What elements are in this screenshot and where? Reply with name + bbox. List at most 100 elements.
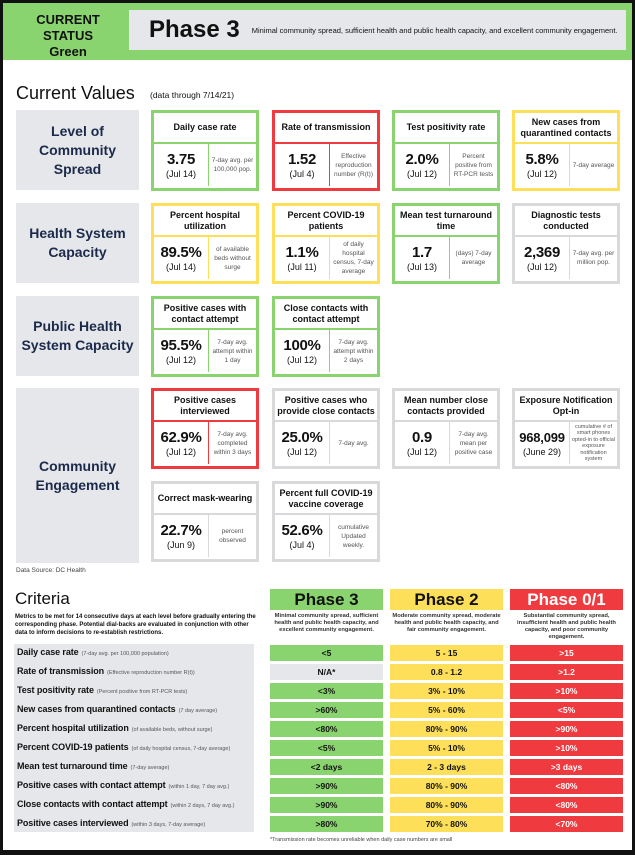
criteria-threshold: <70% — [510, 816, 623, 832]
status-value: Green — [49, 44, 87, 59]
metric-value: 1.1% — [285, 243, 319, 261]
criteria-threshold: >10% — [510, 683, 623, 699]
metric-date: (Jul 11) — [287, 261, 317, 272]
criteria-metric: Test positivity rate (Percent positive fr… — [17, 685, 253, 698]
metric-value: 968,099 — [519, 429, 565, 445]
criteria-description: Metrics to be met for 14 consecutive day… — [15, 614, 256, 636]
phase-description: Substantial community spread, insufficie… — [517, 613, 616, 640]
metric-body: 1.1% (Jul 11) of daily hospital census, 7-… — [275, 237, 377, 279]
criteria-threshold: >80% — [270, 816, 383, 832]
metric-body: 5.8% (Jul 12) 7-day average — [515, 144, 617, 186]
metric-value-box: 3.75 (Jul 14) — [154, 144, 209, 186]
metric-note: 7-day avg. completed within 3 days — [213, 430, 252, 456]
metric-date: (Jul 14) — [165, 168, 196, 179]
criteria-threshold: 80% - 90% — [390, 721, 503, 737]
metric-value: 62.9% — [160, 428, 202, 446]
metric-title: New cases from quarantined contacts — [515, 113, 617, 144]
metric-title: Test positivity rate — [395, 113, 497, 144]
criteria-metrics-panel — [14, 644, 254, 832]
metric-value-box: 25.0% (Jul 12) — [275, 422, 330, 464]
metric-note: (days) 7-day average — [455, 250, 492, 266]
metric-card: Percent hospital utilization 89.5% (Jul 14… — [151, 203, 259, 284]
criteria-threshold: >3 days — [510, 759, 623, 775]
metric-date: (Jul 4) — [289, 539, 315, 550]
metric-value: 3.75 — [167, 150, 195, 168]
criteria-metric-detail: (Effective reproduction number R(t)) — [107, 670, 195, 676]
metric-value-box: 1.7 (Jul 13) — [395, 237, 450, 279]
metric-note: 7-day average — [572, 161, 615, 169]
metric-card: Close contacts with contact attempt 100%(… — [272, 296, 380, 377]
criteria-metric-detail: (within 2 days, 7 day avg.) — [170, 803, 235, 809]
metric-note: cumulative # of smart phones opted-in to… — [572, 423, 616, 463]
criteria-threshold: <80% — [510, 778, 623, 794]
metric-value: 1.7 — [412, 243, 432, 261]
criteria-threshold: <5% — [270, 740, 383, 756]
metric-title: Positive cases with contact attempt — [154, 299, 256, 330]
metric-title: Percent COVID-19 patients — [275, 206, 377, 237]
metric-value: 25.0% — [281, 428, 323, 446]
data-source: Data Source: DC Health — [16, 567, 86, 574]
current-phase: Phase 3 — [149, 16, 240, 43]
criteria-metric-detail: (7 day average) — [178, 708, 218, 714]
phase-box: Phase 3 Minimal community spread, suffic… — [129, 10, 626, 50]
metric-body: 62.9% (Jul 12) 7-day avg. completed within… — [154, 422, 256, 464]
criteria-metric-name: Positive cases with contact attempt — [17, 780, 166, 790]
metric-date: (June 29) — [522, 446, 562, 457]
criteria-threshold: 2 - 3 days — [390, 759, 503, 775]
metric-date: (Jul 4) — [289, 168, 315, 179]
metric-value-box: 968,099 (June 29) — [515, 422, 570, 464]
metric-body: 968,099 (June 29) cumulative # of smart ph… — [515, 422, 617, 464]
criteria-metric: Percent hospital utilization (of availabl… — [17, 723, 253, 736]
metric-value: 1.52 — [288, 150, 316, 168]
metric-body: 2,369 (Jul 12) 7-day avg. per million pop. — [515, 237, 617, 279]
metric-value: 95.5% — [160, 336, 202, 354]
phase-header: Phase 3 — [270, 589, 383, 610]
criteria-metric-detail: (7-day avg. per 100,000 population) — [81, 651, 169, 657]
criteria-threshold: >60% — [270, 702, 383, 718]
metric-card: Exposure Notification Opt-in 968,099 (June… — [512, 388, 620, 469]
metric-card: Mean number close contacts provided 0.9 (J… — [392, 388, 500, 469]
metric-value-box: 1.1% (Jul 11) — [275, 237, 330, 279]
criteria-metric-detail: (of daily hospital census, 7-day average… — [131, 746, 231, 752]
metric-body: 1.7 (Jul 13) (days) 7-day average — [395, 237, 497, 279]
metric-title: Diagnostic tests conducted — [515, 206, 617, 237]
metric-date: (Jul 12) — [165, 354, 196, 365]
metric-value-box: 95.5% (Jul 12) — [154, 330, 209, 372]
metric-value: 22.7% — [160, 521, 202, 539]
metric-date: (Jul 12) — [526, 168, 557, 179]
metric-card: Test positivity rate 2.0% (Jul 12) Percent … — [392, 110, 500, 191]
metric-body: 2.0% (Jul 12) Percent positive from RT-PCR… — [395, 144, 497, 186]
metric-title: Positive cases interviewed — [154, 391, 256, 422]
metric-title: Rate of transmission — [275, 113, 377, 144]
criteria-metric-detail: (of available beds, without surge) — [131, 727, 213, 733]
phase-description: Moderate community spread, moderate heal… — [392, 613, 501, 633]
category-label: Level of Community Spread — [16, 110, 139, 190]
criteria-title: Criteria — [15, 589, 70, 608]
metric-date: (Jul 12) — [406, 446, 437, 457]
metric-card: Positive cases interviewed 62.9% (Jul 12) 7… — [151, 388, 259, 469]
criteria-threshold: <5 — [270, 645, 383, 661]
criteria-metric: Positive cases interviewed (within 3 days… — [17, 818, 253, 831]
criteria-threshold: 5 - 15 — [390, 645, 503, 661]
criteria-metric: Rate of transmission (Effective reproduct… — [17, 666, 253, 679]
category-label: Public Health System Capacity — [16, 296, 139, 376]
criteria-threshold: <80% — [270, 721, 383, 737]
metric-card: Percent full COVID-19 vaccine coverage 52… — [272, 481, 380, 562]
phase-header: Phase 2 — [390, 589, 503, 610]
current-status: CURRENT STATUS Green — [13, 12, 123, 60]
metric-date: (Jul 12) — [526, 261, 557, 272]
metric-card: Percent COVID-19 patients 1.1% (Jul 11) of … — [272, 203, 380, 284]
criteria-metric-name: Test positivity rate — [17, 685, 94, 695]
footnote: *Transmission rate becomes unreliable wh… — [270, 837, 453, 843]
criteria-metric: Percent COVID-19 patients (of daily hospi… — [17, 742, 253, 755]
metric-value: 89.5% — [160, 243, 202, 261]
metric-note: Effective reproduction number (R(t)) — [333, 152, 373, 178]
criteria-threshold: <80% — [510, 797, 623, 813]
criteria-metric: Daily case rate (7-day avg. per 100,000 p… — [17, 647, 253, 660]
phase-header: Phase 0/1 — [510, 589, 623, 610]
criteria-metric-detail: (within 1 day, 7 day avg.) — [168, 784, 230, 790]
metric-date: (Jul 12) — [286, 354, 317, 365]
status-label: CURRENT STATUS — [36, 12, 100, 43]
category-label: Health System Capacity — [16, 203, 139, 283]
metric-card: Daily case rate 3.75 (Jul 14) 7-day avg. pe… — [151, 110, 259, 191]
